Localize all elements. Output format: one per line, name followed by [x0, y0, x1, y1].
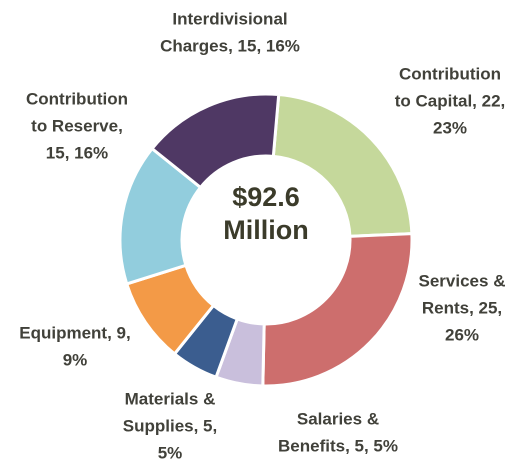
data-label: Contribution: [399, 64, 501, 83]
data-label: 9%: [63, 350, 88, 369]
center-label: Million: [223, 215, 308, 245]
data-label: Supplies, 5,: [123, 416, 217, 435]
data-label: Salaries &: [297, 409, 379, 428]
data-label: Benefits, 5, 5%: [278, 436, 398, 455]
data-label: Contribution: [26, 89, 128, 108]
center-label: $92.6: [232, 182, 300, 212]
data-label: 23%: [433, 118, 467, 137]
donut-slice: [261, 232, 414, 388]
data-label: Charges, 15, 16%: [160, 36, 300, 55]
data-label: 5%: [158, 443, 183, 462]
data-label: 26%: [445, 325, 479, 344]
data-label: 15, 16%: [46, 143, 108, 162]
data-label: Services &: [419, 271, 506, 290]
data-label: to Reserve,: [31, 116, 123, 135]
donut-slice: [150, 92, 281, 190]
data-label: Interdivisional: [172, 9, 287, 28]
data-label: Rents, 25,: [422, 298, 502, 317]
data-label: Materials &: [125, 389, 216, 408]
data-label: to Capital, 22,: [395, 91, 506, 110]
data-label: Equipment, 9,: [19, 323, 130, 342]
donut-slice: [271, 92, 414, 238]
